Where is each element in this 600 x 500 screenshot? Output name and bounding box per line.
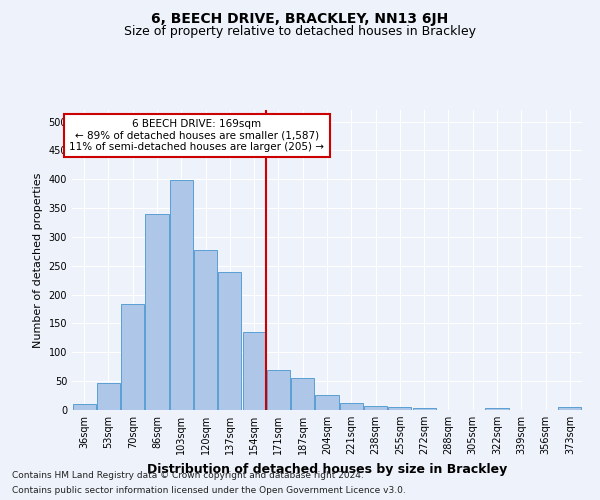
Bar [364,406,387,410]
Bar [267,370,290,410]
Y-axis label: Number of detached properties: Number of detached properties [33,172,43,348]
Bar [218,272,241,410]
Bar [170,180,193,410]
Text: Contains HM Land Registry data © Crown copyright and database right 2024.: Contains HM Land Registry data © Crown c… [12,471,364,480]
Bar [340,403,363,410]
Bar [413,408,436,410]
Bar [145,214,169,410]
Bar [316,395,338,410]
Bar [73,404,95,410]
Bar [121,304,144,410]
Bar [388,407,412,410]
Bar [559,407,581,410]
Text: 6, BEECH DRIVE, BRACKLEY, NN13 6JH: 6, BEECH DRIVE, BRACKLEY, NN13 6JH [151,12,449,26]
X-axis label: Distribution of detached houses by size in Brackley: Distribution of detached houses by size … [147,462,507,475]
Bar [97,384,120,410]
Text: 6 BEECH DRIVE: 169sqm
← 89% of detached houses are smaller (1,587)
11% of semi-d: 6 BEECH DRIVE: 169sqm ← 89% of detached … [70,119,325,152]
Bar [291,378,314,410]
Text: Contains public sector information licensed under the Open Government Licence v3: Contains public sector information licen… [12,486,406,495]
Bar [485,408,509,410]
Bar [194,250,217,410]
Text: Size of property relative to detached houses in Brackley: Size of property relative to detached ho… [124,25,476,38]
Bar [242,332,266,410]
